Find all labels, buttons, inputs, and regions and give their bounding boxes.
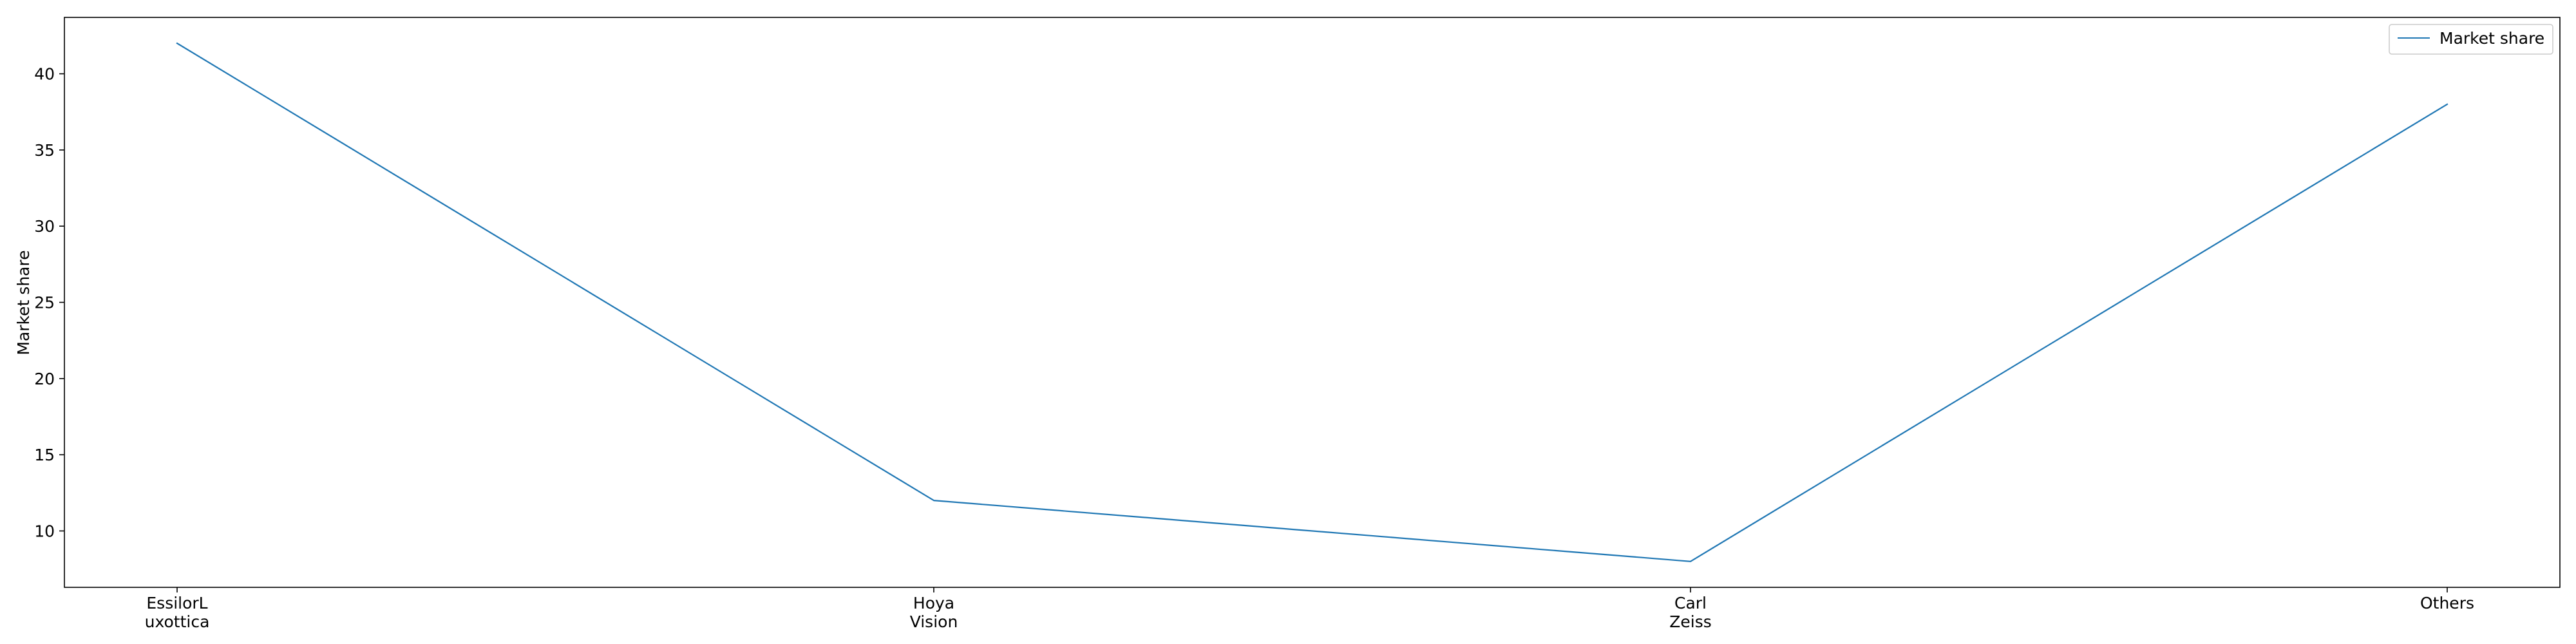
y-axis-label: Market share <box>14 250 33 355</box>
y-tick-label: 25 <box>34 294 55 312</box>
y-axis-ticks: 10 15 20 25 30 35 40 <box>34 65 64 540</box>
legend-label-market-share: Market share <box>2439 29 2544 48</box>
plot-frame <box>64 17 2561 588</box>
x-tick-label: EssilorL uxottica <box>145 594 210 631</box>
y-tick-label: 15 <box>34 446 55 464</box>
x-axis-ticks: EssilorL uxottica Hoya Vision Carl Zeiss Other… <box>145 587 2474 631</box>
x-tick-label: Hoya Vision <box>910 594 958 631</box>
y-tick-label: 30 <box>34 217 55 236</box>
x-tick-label: Carl Zeiss <box>1669 594 1712 631</box>
x-tick-label: Others <box>2420 594 2474 612</box>
y-tick-label: 20 <box>34 370 55 388</box>
series-layer <box>176 42 2448 562</box>
y-tick-label: 10 <box>34 522 55 540</box>
legend: Market share <box>2389 24 2553 55</box>
y-tick-label: 35 <box>34 141 55 160</box>
y-tick-label: 40 <box>34 65 55 84</box>
series-line-market-share <box>176 42 2448 562</box>
legend-box <box>2389 24 2553 55</box>
